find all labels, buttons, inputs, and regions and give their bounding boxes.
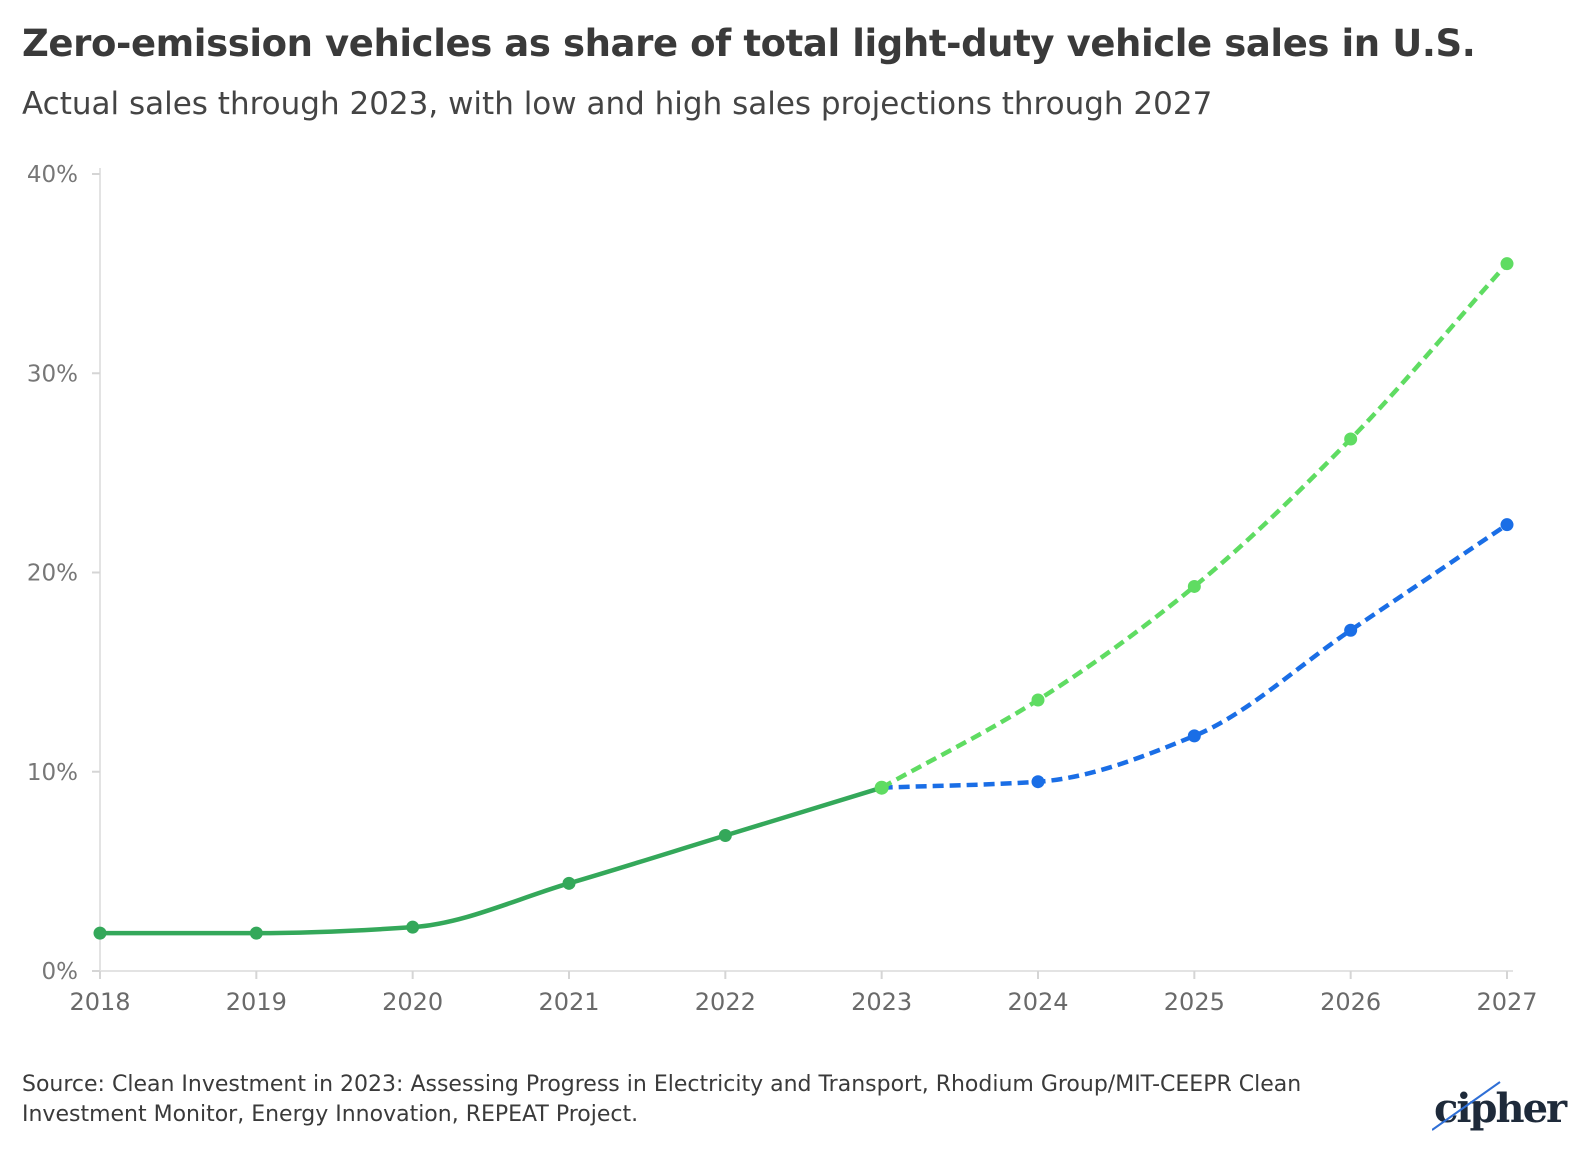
data-point: [1031, 775, 1045, 789]
data-point: [1031, 693, 1045, 707]
x-tick-label: 2022: [695, 988, 756, 1016]
y-tick-label: 10%: [27, 760, 78, 786]
line-chart: 0% 10% 20% 30% 40% 2018 2019 2020 2021 2022 2023 20…: [27, 162, 1538, 1016]
series-line: [881, 522, 1509, 790]
x-tick-label: 2025: [1164, 988, 1225, 1016]
data-point: [874, 780, 889, 795]
data-point: [1500, 518, 1514, 532]
data-point: [1344, 623, 1358, 637]
x-tick-label: 2024: [1007, 988, 1068, 1016]
data-point: [1500, 257, 1514, 271]
series-high-projection: [875, 257, 1514, 795]
series-line: [100, 785, 883, 936]
chart-axes: 0% 10% 20% 30% 40% 2018 2019 2020 2021 2022 2023 20…: [27, 162, 1538, 1016]
x-tick-label: 2021: [538, 988, 599, 1016]
source-note: Source: Clean Investment in 2023: Assess…: [22, 1072, 1302, 1127]
cipher-logo-text: cipher: [1434, 1085, 1568, 1132]
data-point: [406, 920, 420, 934]
x-tick-label: 2023: [851, 988, 912, 1016]
data-point: [1187, 579, 1201, 593]
chart-title: Zero-emission vehicles as share of total…: [22, 22, 1476, 65]
y-tick-label: 0%: [42, 959, 79, 985]
data-point: [93, 926, 107, 940]
series-line: [880, 262, 1509, 790]
data-point: [249, 926, 263, 940]
y-tick-label: 30%: [27, 361, 78, 387]
data-point: [1187, 729, 1201, 743]
x-tick-label: 2019: [226, 988, 287, 1016]
x-tick-label: 2027: [1476, 988, 1537, 1016]
y-tick-label: 20%: [27, 561, 78, 587]
x-tick-label: 2026: [1320, 988, 1381, 1016]
x-tick-label: 2018: [69, 988, 130, 1016]
data-point: [718, 829, 732, 843]
data-point: [1344, 432, 1358, 446]
chart-subtitle: Actual sales through 2023, with low and …: [22, 86, 1213, 122]
x-tick-label: 2020: [382, 988, 443, 1016]
series-low-projection: [875, 518, 1514, 795]
y-tick-label: 40%: [27, 162, 78, 188]
chart-series: [93, 257, 1514, 940]
cipher-logo: cipher: [1432, 1081, 1570, 1132]
series-actual-sales: [93, 781, 889, 940]
data-point: [562, 876, 576, 890]
